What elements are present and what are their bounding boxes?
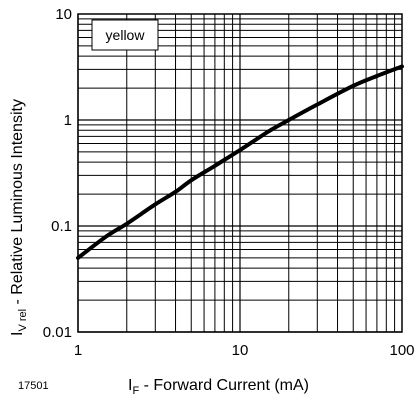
y-tick-labels: 0.01 0.1 1 10 — [43, 6, 72, 341]
x-tick-label: 100 — [389, 342, 414, 359]
series-line-yellow — [76, 64, 404, 260]
y-axis-title: IV rel - Relative Luminous Intensity — [9, 99, 29, 336]
x-tick-label: 10 — [232, 342, 249, 359]
x-tick-label: 1 — [74, 342, 82, 359]
legend-box — [91, 19, 159, 51]
x-axis-title-text: - Forward Current (mA) — [139, 377, 309, 394]
x-tick-labels: 1 10 100 — [74, 342, 415, 359]
x-axis-title-symbol: I — [128, 377, 132, 394]
y-tick-label: 1 — [64, 112, 72, 129]
x-axis-title-subscript: F — [132, 385, 139, 397]
grid — [77, 14, 402, 333]
y-tick-label: 0.1 — [51, 218, 72, 235]
y-axis-title-text: - Relative Luminous Intensity — [9, 99, 26, 309]
figure-id: 17501 — [18, 380, 49, 392]
y-tick-label: 10 — [55, 6, 72, 23]
y-tick-label: 0.01 — [43, 324, 72, 341]
legend: yellow — [91, 19, 159, 51]
y-axis-title-subscript: V rel — [17, 309, 29, 332]
plot-frame — [77, 13, 403, 333]
legend-label: yellow — [106, 27, 146, 43]
x-axis-title: IF - Forward Current (mA) — [128, 377, 309, 397]
y-axis-title-symbol: I — [9, 332, 26, 336]
